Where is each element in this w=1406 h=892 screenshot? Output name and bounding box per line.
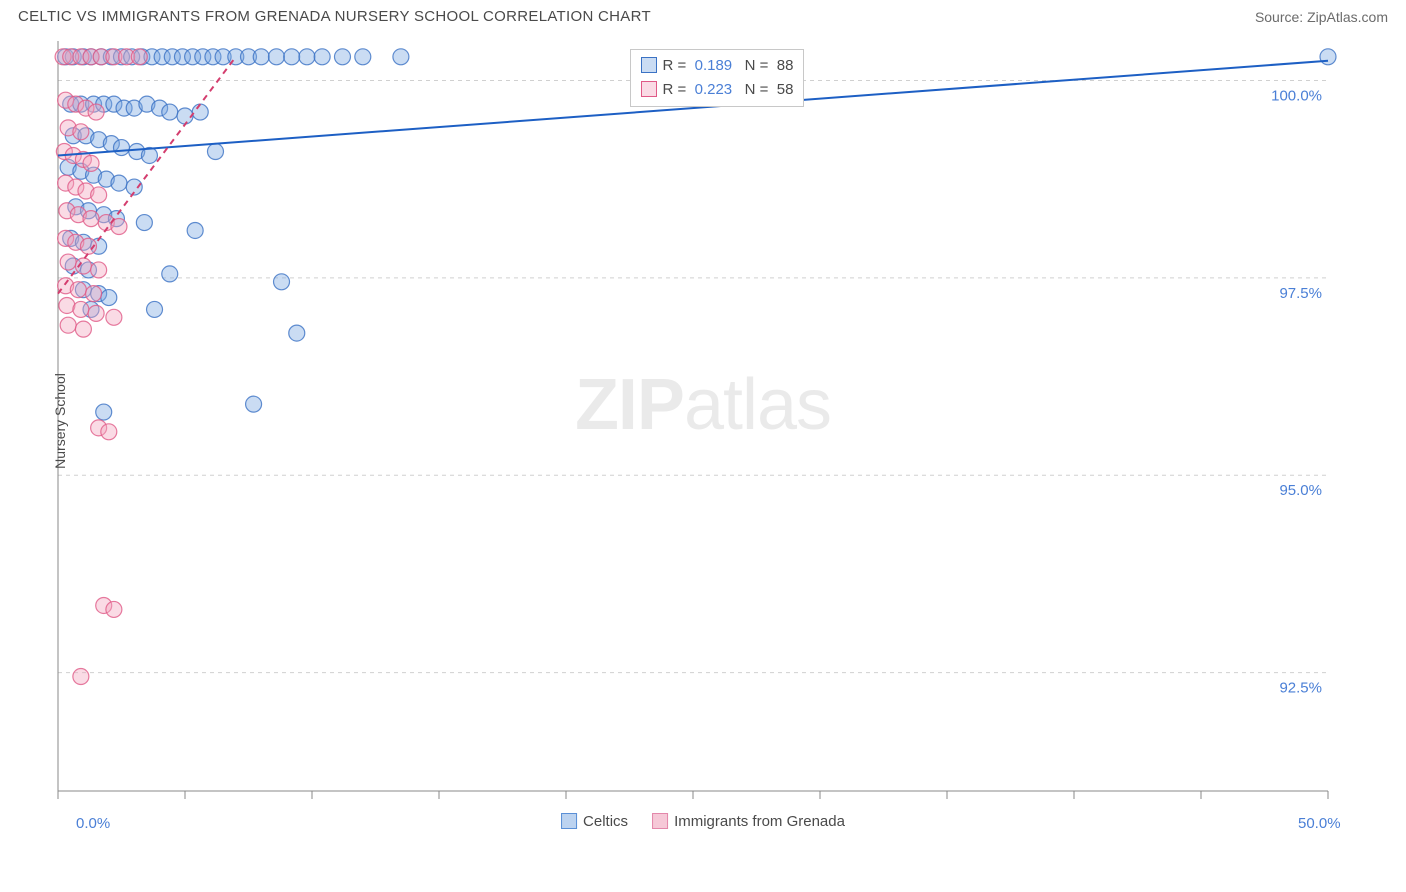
svg-text:97.5%: 97.5% [1279,285,1322,302]
svg-text:92.5%: 92.5% [1279,680,1322,697]
chart-title: CELTIC VS IMMIGRANTS FROM GRENADA NURSER… [18,8,651,25]
legend-item: Celtics [561,813,628,830]
correlation-legend: R = 0.189 N = 88R = 0.223 N = 58 [630,49,805,107]
chart-header: CELTIC VS IMMIGRANTS FROM GRENADA NURSER… [0,0,1406,31]
y-axis-label: Nursery School [52,373,68,469]
x-axis-max-label: 50.0% [1298,815,1341,832]
legend-row: R = 0.223 N = 58 [641,78,794,102]
svg-text:95.0%: 95.0% [1279,482,1322,499]
legend-item: Immigrants from Grenada [652,813,845,830]
source-attribution: Source: ZipAtlas.com [1255,9,1388,25]
svg-text:100.0%: 100.0% [1271,87,1322,104]
x-axis-min-label: 0.0% [76,815,110,832]
legend-row: R = 0.189 N = 88 [641,54,794,78]
series-legend: Celtics Immigrants from Grenada [561,813,845,830]
chart-area: Nursery School ZIPatlas 100.0%97.5%95.0%… [18,31,1388,811]
scatter-plot: 100.0% 97.5% 95.0% 92.5% [18,31,1388,811]
x-axis-footer: 0.0% Celtics Immigrants from Grenada 50.0… [18,811,1388,837]
